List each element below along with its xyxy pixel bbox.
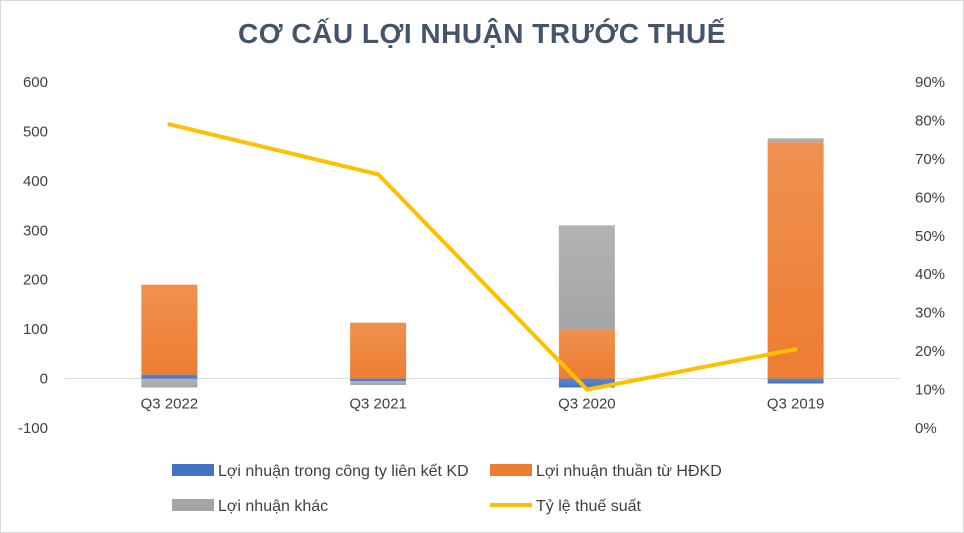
y-right-tick-label: 0% bbox=[915, 420, 937, 437]
legend-swatch bbox=[490, 464, 532, 476]
y-left-tick-label: 400 bbox=[23, 173, 48, 190]
y-right-tick-label: 20% bbox=[915, 343, 945, 360]
bar bbox=[558, 378, 615, 388]
legend-swatch bbox=[172, 464, 214, 476]
line-point bbox=[167, 122, 172, 127]
bar bbox=[350, 378, 407, 382]
line-point bbox=[376, 172, 381, 177]
legend-label: Lợi nhuận thuần từ HĐKD bbox=[536, 463, 722, 480]
y-right-tick-label: 90% bbox=[915, 74, 945, 91]
y-right-tick-label: 40% bbox=[915, 266, 945, 283]
y-left-tick-label: 200 bbox=[23, 272, 48, 289]
bar bbox=[350, 322, 407, 379]
x-tick-label: Q3 2020 bbox=[558, 396, 616, 413]
y-left-tick-label: 500 bbox=[23, 123, 48, 140]
bar bbox=[141, 378, 198, 388]
y-right-tick-label: 80% bbox=[915, 112, 945, 129]
legend-label: Tỷ lệ thuế suất bbox=[536, 498, 642, 515]
y-right-tick-label: 10% bbox=[915, 382, 945, 399]
bar bbox=[767, 142, 824, 379]
bar bbox=[350, 381, 407, 385]
legend-swatch bbox=[172, 499, 214, 511]
bar bbox=[141, 284, 198, 375]
line-point bbox=[584, 387, 589, 392]
line-series bbox=[168, 122, 797, 392]
bar bbox=[767, 138, 824, 143]
y-left-tick-label: -100 bbox=[18, 420, 48, 437]
x-tick-label: Q3 2021 bbox=[349, 396, 407, 413]
y-left-tick-label: 0 bbox=[40, 371, 48, 388]
legend-label: Lợi nhuận khác bbox=[218, 498, 328, 515]
y-right-tick-label: 70% bbox=[915, 151, 945, 168]
chart-title: CƠ CẤU LỢI NHUẬN TRƯỚC THUẾ bbox=[238, 18, 726, 49]
bar bbox=[141, 374, 198, 379]
bar bbox=[558, 225, 615, 330]
bar bbox=[767, 378, 824, 384]
x-tick-label: Q3 2022 bbox=[141, 396, 199, 413]
y-left-tick-label: 300 bbox=[23, 222, 48, 239]
y-left-tick-label: 100 bbox=[23, 321, 48, 338]
x-tick-label: Q3 2019 bbox=[767, 396, 825, 413]
y-right-tick-label: 60% bbox=[915, 189, 945, 206]
y-right-tick-label: 30% bbox=[915, 305, 945, 322]
line-point bbox=[793, 347, 798, 352]
legend-label: Lợi nhuận trong công ty liên kết KD bbox=[218, 463, 469, 480]
y-right-tick-label: 50% bbox=[915, 228, 945, 245]
y-left-tick-label: 600 bbox=[23, 74, 48, 91]
